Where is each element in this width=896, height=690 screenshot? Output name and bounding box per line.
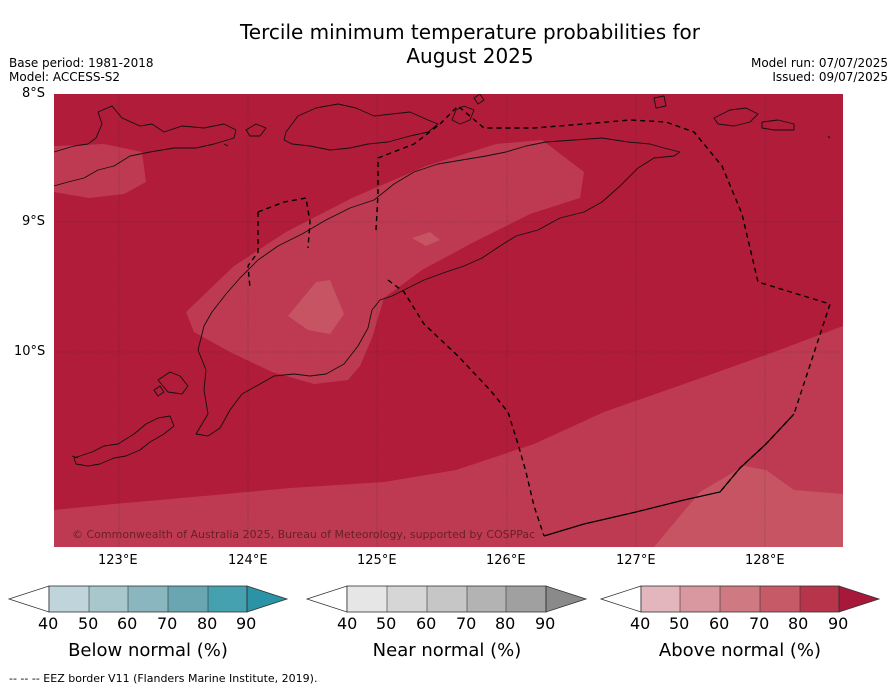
coast-speck-1 [827, 135, 831, 139]
above-tick-50: 50 [669, 614, 690, 633]
title-line-1: Tercile minimum temperature probabilitie… [239, 20, 701, 44]
below-bin-70-80 [168, 586, 208, 612]
near-tick-40: 40 [337, 614, 358, 633]
eez-border-west [247, 212, 259, 289]
near-bin-50-60 [387, 586, 427, 612]
metadata-left: Base period: 1981-2018 Model: ACCESS-S2 [9, 56, 154, 84]
map-copyright: © Commonwealth of Australia 2025, Bureau… [72, 528, 535, 541]
below-tick-50: 50 [78, 614, 99, 633]
colorbar-below [7, 585, 289, 613]
eez-border-south-solid [543, 413, 795, 537]
below-bin-40-50 [49, 586, 89, 612]
region-70-south [54, 326, 843, 547]
model-label: Model: ACCESS-S2 [9, 70, 121, 84]
eez-border-south [387, 279, 545, 537]
near-bin-80-90 [506, 586, 546, 612]
below-bin-80-90 [208, 586, 247, 612]
above-max-triangle [838, 585, 881, 613]
probability-map: © Commonwealth of Australia 2025, Bureau… [54, 94, 843, 547]
lon-label-128e: 128°E [745, 553, 785, 568]
above-tick-40: 40 [630, 614, 651, 633]
coast-speck-2 [223, 143, 229, 147]
above-tick-90: 90 [828, 614, 849, 633]
below-max-triangle [246, 585, 289, 613]
near-tick-50: 50 [376, 614, 397, 633]
near-tick-60: 60 [416, 614, 437, 633]
near-tick-80: 80 [495, 614, 516, 633]
coast-small-island-2 [473, 94, 485, 105]
region-60-southeast [654, 466, 843, 547]
metadata-right: Model run: 07/07/2025 Issued: 09/07/2025 [751, 56, 888, 84]
above-tick-70: 70 [749, 614, 770, 633]
lon-label-124e: 124°E [228, 553, 268, 568]
coast-east-islands [713, 107, 759, 127]
lat-label-10s: 10°S [14, 344, 46, 359]
above-tick-60: 60 [709, 614, 730, 633]
near-tick-70: 70 [456, 614, 477, 633]
near-bin-70-80 [467, 586, 506, 612]
near-min-triangle [305, 585, 348, 613]
lon-label-127e: 127°E [616, 553, 656, 568]
coast-wetar-island [283, 103, 439, 151]
below-tick-90: 90 [236, 614, 257, 633]
below-tick-70: 70 [157, 614, 178, 633]
below-bin-60-70 [128, 586, 168, 612]
coast-sawu [73, 415, 175, 467]
colorbar-near [305, 585, 588, 613]
model-run-label: Model run: 07/07/2025 [750, 56, 888, 70]
coast-small-island-1 [245, 123, 267, 137]
base-period-label: Base period: 1981-2018 [9, 56, 154, 70]
colorbars [7, 585, 881, 613]
near-bin-40-50 [347, 586, 387, 612]
coast-small-island-6 [71, 455, 79, 459]
lat-label-8s: 8°S [22, 86, 46, 101]
coast-small-island-3 [451, 105, 475, 125]
above-bin-50-60 [680, 586, 720, 612]
issued-label: Issued: 09/07/2025 [772, 70, 888, 84]
near-normal-caption: Near normal (%) [372, 640, 522, 661]
coast-small-island-4 [653, 95, 667, 109]
lon-label-126e: 126°E [486, 553, 526, 568]
region-70-northwest [54, 144, 146, 198]
coast-rote-island [157, 371, 189, 395]
above-min-triangle [599, 585, 642, 613]
coast-east-islands-2 [761, 119, 795, 131]
region-70-timor [186, 140, 584, 384]
eez-border-west-top [257, 197, 311, 249]
eez-footnote: -- -- -- EEZ border V11 (Flanders Marine… [9, 672, 318, 685]
above-bin-60-70 [720, 586, 760, 612]
lon-label-123e: 123°E [98, 553, 138, 568]
near-tick-90: 90 [535, 614, 556, 633]
lon-label-125e: 125°E [357, 553, 397, 568]
above-normal-caption: Above normal (%) [658, 640, 822, 661]
coast-north-islands-west [54, 105, 237, 187]
coast-timor [195, 137, 681, 437]
below-normal-caption: Below normal (%) [68, 640, 228, 661]
chart-title: Tercile minimum temperature probabilitie… [0, 20, 896, 68]
colorbar-above [599, 585, 881, 613]
below-bin-50-60 [89, 586, 128, 612]
region-60-timor-2 [412, 232, 440, 246]
below-min-triangle [7, 585, 50, 613]
eez-border-center [375, 123, 441, 231]
near-bin-60-70 [427, 586, 467, 612]
above-bin-70-80 [760, 586, 800, 612]
region-60-timor-1 [288, 280, 344, 334]
below-tick-40: 40 [38, 614, 59, 633]
above-bin-40-50 [641, 586, 680, 612]
coast-small-island-5 [153, 385, 165, 397]
title-line-2: August 2025 [406, 44, 534, 68]
above-tick-80: 80 [788, 614, 809, 633]
below-tick-80: 80 [197, 614, 218, 633]
near-max-triangle [545, 585, 588, 613]
above-bin-80-90 [800, 586, 839, 612]
below-tick-60: 60 [117, 614, 138, 633]
colorbar-ticks: 40 50 60 70 80 90 40 50 60 70 80 90 40 5… [0, 614, 896, 636]
lat-label-9s: 9°S [22, 214, 46, 229]
